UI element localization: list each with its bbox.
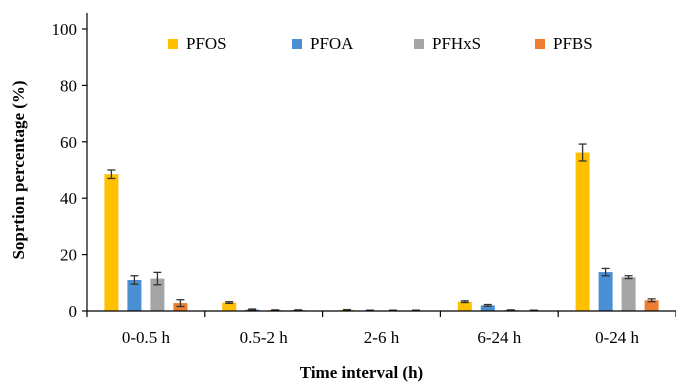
y-tick-label: 20: [60, 246, 77, 265]
legend-item-pfoa: PFOA: [292, 34, 354, 53]
legend-label: PFOA: [310, 34, 354, 53]
y-tick-label: 40: [60, 189, 77, 208]
error-bar-pfoa-1: [248, 308, 257, 311]
error-bar-pfbs-0: [176, 299, 185, 308]
bar-pfos-3: [457, 301, 472, 311]
error-bar-pfbs-1: [294, 309, 303, 312]
y-tick-label: 80: [60, 76, 77, 95]
bar-pfbs-4: [644, 300, 659, 311]
error-bar-pfos-4: [578, 143, 587, 162]
error-bar-pfos-0: [107, 169, 116, 180]
bar-pfos-0: [104, 174, 119, 311]
legend-swatch: [535, 39, 545, 49]
x-axis-title: Time interval (h): [300, 363, 423, 382]
legend-label: PFHxS: [432, 34, 481, 53]
x-axis-ticks: 0-0.5 h 0.5-2 h 2-6 h 6-24 h 0-24 h: [86, 311, 676, 347]
bar-pfoa-0: [127, 279, 142, 311]
x-tick-label: 0-0.5 h: [122, 328, 171, 347]
bar-pfhxs-4: [621, 277, 636, 311]
x-tick-label: 0.5-2 h: [240, 328, 289, 347]
legend-item-pfos: PFOS: [168, 34, 227, 53]
error-bar-pfos-1: [225, 301, 234, 305]
bar-pfoa-3: [480, 305, 495, 311]
error-bar-pfoa-4: [601, 267, 610, 277]
error-bar-pfos-3: [460, 300, 469, 304]
x-tick-label: 2-6 h: [364, 328, 400, 347]
bar-pfos-4: [575, 152, 590, 311]
error-bars: [107, 143, 656, 312]
error-bar-pfhxs-0: [153, 271, 162, 286]
error-bar-pfos-2: [343, 308, 351, 311]
legend-label: PFBS: [553, 34, 593, 53]
legend-item-pfbs: PFBS: [535, 34, 593, 53]
error-bar-pfoa-0: [130, 275, 139, 285]
bars: [104, 152, 659, 311]
y-axis-title: Soprtion percentage (%): [9, 80, 28, 259]
legend-item-pfhxs: PFHxS: [414, 34, 481, 53]
y-tick-label: 0: [69, 302, 78, 321]
bar-pfos-1: [222, 302, 237, 311]
legend-swatch: [414, 39, 424, 49]
error-bar-pfoa-3: [483, 303, 492, 307]
legend-swatch: [168, 39, 178, 49]
x-tick-label: 6-24 h: [477, 328, 521, 347]
error-bar-pfbs-4: [647, 298, 656, 303]
error-bar-pfhxs-1: [271, 309, 280, 312]
y-axis-ticks: 0 20 40 60 80 100: [52, 20, 87, 321]
legend-swatch: [292, 39, 302, 49]
legend-label: PFOS: [186, 34, 227, 53]
error-bar-pfhxs-3: [506, 309, 515, 312]
y-tick-label: 100: [52, 20, 78, 39]
bar-pfoa-4: [598, 272, 613, 311]
legend: PFOS PFOA PFHxS PFBS: [168, 34, 593, 53]
error-bar-pfhxs-4: [624, 275, 633, 280]
y-tick-label: 60: [60, 133, 77, 152]
bar-pfhxs-0: [150, 278, 165, 311]
x-tick-label: 0-24 h: [595, 328, 639, 347]
